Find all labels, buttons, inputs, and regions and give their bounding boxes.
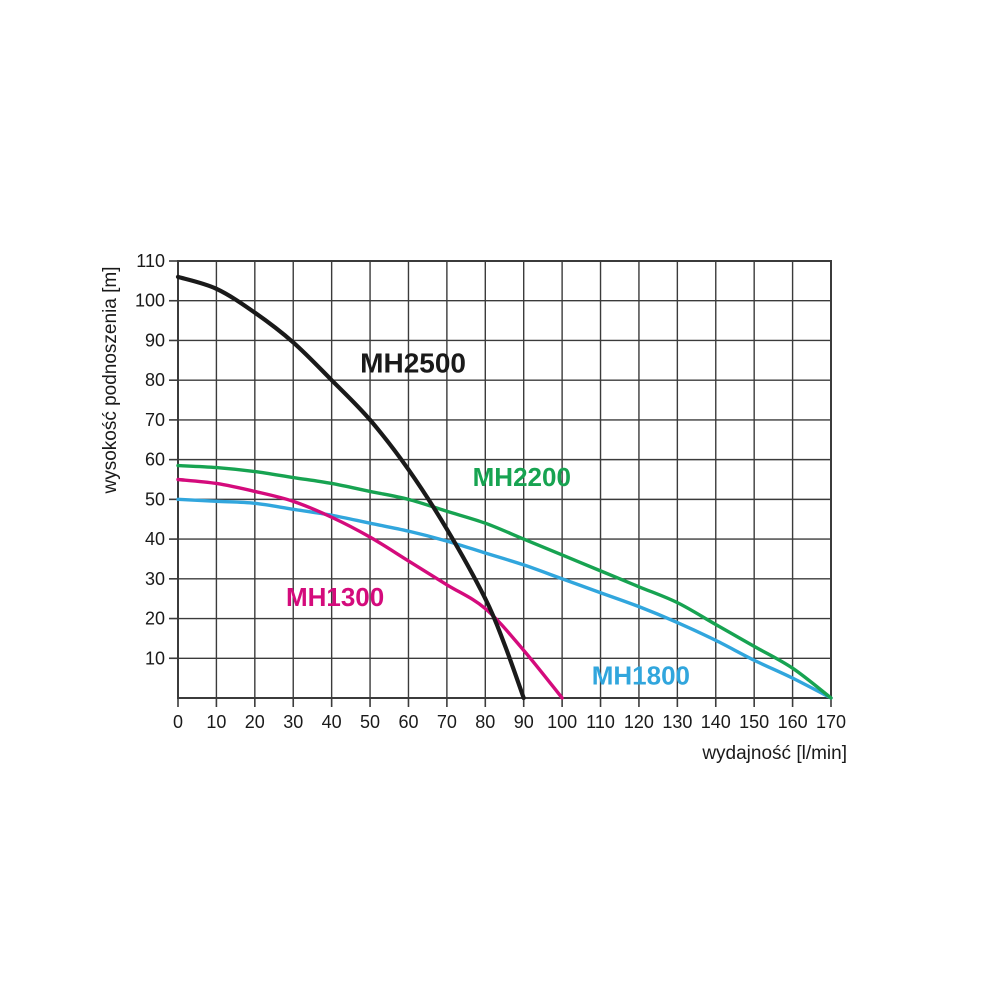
y-tick-label: 40 (145, 529, 165, 549)
curve-label-MH2200: MH2200 (473, 462, 571, 492)
y-tick-label: 70 (145, 410, 165, 430)
curve-MH2200 (176, 463, 833, 700)
x-tick-label: 70 (437, 712, 457, 732)
x-tick-label: 20 (245, 712, 265, 732)
x-tick-label: 30 (283, 712, 303, 732)
y-tick-label: 60 (145, 450, 165, 470)
x-axis-title: wydajność [l/min] (702, 743, 847, 764)
y-tick-label: 10 (145, 648, 165, 668)
x-tick-label: 130 (662, 712, 692, 732)
curve-label-MH1300: MH1300 (286, 582, 384, 612)
y-tick-label: 110 (136, 251, 165, 271)
curve-MH2500 (175, 274, 526, 701)
x-tick-label: 160 (778, 712, 808, 732)
x-tick-label: 100 (547, 712, 577, 732)
curve-label-MH1800: MH1800 (592, 660, 690, 690)
y-tick-label: 50 (145, 489, 165, 509)
x-tick-label: 90 (514, 712, 534, 732)
x-tick-label: 10 (206, 712, 226, 732)
y-tick-label: 20 (145, 609, 165, 629)
curve-label-MH2500: MH2500 (360, 347, 466, 378)
x-tick-label: 120 (624, 712, 654, 732)
y-tick-label: 30 (145, 569, 165, 589)
x-tick-label: 0 (173, 712, 183, 732)
x-tick-label: 40 (322, 712, 342, 732)
x-tick-label: 170 (816, 712, 846, 732)
x-tick-label: 110 (586, 712, 615, 732)
x-tick-label: 150 (739, 712, 769, 732)
x-tick-label: 140 (701, 712, 731, 732)
curve-MH1800 (176, 497, 833, 700)
x-tick-label: 80 (475, 712, 495, 732)
x-tick-label: 60 (398, 712, 418, 732)
x-tick-label: 50 (360, 712, 380, 732)
y-tick-label: 90 (145, 330, 165, 350)
y-tick-label: 100 (135, 291, 165, 311)
y-tick-label: 80 (145, 370, 165, 390)
y-axis-title: wysokość podnoszenia [m] (100, 266, 121, 494)
